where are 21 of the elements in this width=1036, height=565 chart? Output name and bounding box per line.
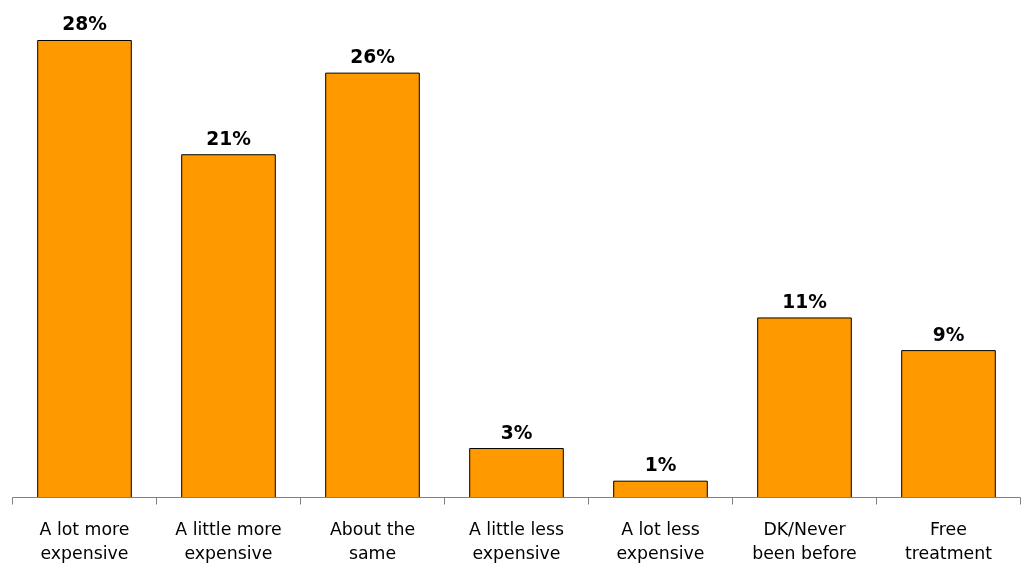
x-tick-label: About the same [329,518,416,563]
data-label: 11% [782,290,828,312]
bar [901,350,996,498]
bar [757,317,852,498]
data-label: 28% [62,13,108,35]
x-tick-label: A little more expensive [175,518,282,563]
bar [37,39,132,498]
x-tick-label: A lot more expensive [39,518,130,563]
bar [469,448,564,498]
x-tick-label: Free treatment [905,518,993,563]
data-label: 1% [644,454,677,476]
data-label: 3% [500,421,533,443]
data-label: 21% [206,127,252,149]
x-tick-label: A little less expensive [468,518,565,563]
data-label: 9% [932,323,965,345]
bar [181,154,276,498]
x-tick-label: DK/Never been before [752,518,857,563]
data-label: 26% [350,46,396,68]
x-tick-label: A lot less expensive [616,518,705,563]
bar [325,72,420,498]
bar [613,480,708,498]
